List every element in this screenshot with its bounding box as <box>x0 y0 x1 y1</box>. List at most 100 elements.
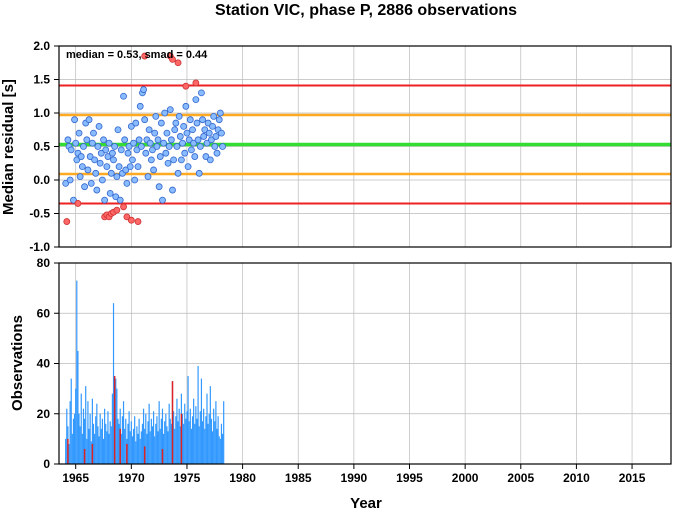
residual-point <box>184 163 192 171</box>
observation-bar <box>108 433 110 464</box>
observation-bar <box>208 413 210 464</box>
residual-point <box>175 112 183 120</box>
outlier-observation-bar <box>161 448 164 464</box>
x-tick-label: 2005 <box>507 471 534 485</box>
residual-point <box>133 146 141 154</box>
residual-annotation: median = 0.53, smad = 0.44 <box>66 49 208 61</box>
observation-bar <box>129 431 131 464</box>
residual-point <box>171 126 179 134</box>
residual-point <box>101 196 109 204</box>
outlier-observation-bar <box>91 443 94 464</box>
observation-bar <box>139 438 141 464</box>
outlier-point <box>141 52 149 60</box>
residual-point <box>167 136 175 144</box>
observation-bar <box>223 401 225 464</box>
observation-bar <box>105 423 107 464</box>
observation-bar <box>158 401 160 464</box>
observation-bar <box>221 433 224 464</box>
residual-point <box>121 136 129 144</box>
observation-bar <box>157 431 159 464</box>
residual-y-tick-label: 2.0 <box>33 39 50 53</box>
residual-point <box>211 143 219 150</box>
outlier-point <box>169 56 176 63</box>
residual-point <box>150 166 157 174</box>
observation-bar <box>69 401 71 464</box>
residual-point <box>70 196 77 204</box>
residual-point <box>131 176 139 184</box>
residual-point <box>103 163 111 171</box>
residual-point <box>203 139 211 147</box>
residual-y-tick-label: -1.0 <box>29 240 50 254</box>
observation-bar <box>115 378 117 464</box>
observation-bars <box>65 280 225 464</box>
residual-point <box>163 129 171 137</box>
x-tick-label: 1970 <box>118 471 145 485</box>
residual-point <box>176 133 184 140</box>
x-tick-label: 1995 <box>396 471 423 485</box>
observation-panel: 0 20 40 60 80 1965 1970 1975 1980 1985 1990 1995 20… <box>9 256 672 512</box>
outlier-point <box>74 200 82 207</box>
residual-point <box>116 196 124 204</box>
observation-y-axis-label: Observations <box>9 315 26 411</box>
observation-bar <box>150 418 152 464</box>
observation-bar <box>86 438 88 464</box>
residual-point <box>77 153 85 160</box>
residual-point <box>88 139 96 147</box>
residual-point <box>142 149 150 157</box>
residual-point <box>102 146 110 154</box>
residual-point <box>147 156 155 164</box>
observation-bar <box>87 401 89 464</box>
observation-bar <box>151 426 154 464</box>
observation-bar <box>90 441 92 464</box>
observation-bar <box>156 416 158 464</box>
residual-point <box>152 112 160 120</box>
residual-point <box>205 129 213 137</box>
observation-bar <box>148 403 150 464</box>
observation-bar <box>145 413 147 464</box>
observation-bar <box>195 406 197 464</box>
residual-point <box>194 136 202 144</box>
residual-point <box>174 169 182 177</box>
residual-point <box>135 136 143 144</box>
outlier-observation-bar <box>180 413 183 464</box>
residual-point <box>127 123 135 130</box>
residual-point <box>93 186 101 194</box>
observation-bar <box>175 416 177 464</box>
residual-point <box>86 153 94 160</box>
residual-point <box>154 136 162 144</box>
residual-point <box>81 183 88 191</box>
residual-point <box>90 129 97 137</box>
residual-point <box>196 143 204 150</box>
observation-bar <box>199 411 201 464</box>
observation-bar <box>94 433 96 464</box>
observation-bar <box>196 418 198 464</box>
residual-point <box>191 153 199 160</box>
residual-point <box>114 126 122 134</box>
residual-point <box>185 136 193 144</box>
observation-bar <box>167 431 169 464</box>
observation-bar <box>152 411 155 464</box>
observation-bar <box>184 403 186 464</box>
observation-bar <box>206 393 208 464</box>
residual-point <box>80 143 87 150</box>
outlier-observation-bar <box>83 448 86 464</box>
observation-bar <box>134 416 136 464</box>
residual-point <box>115 163 123 171</box>
residual-point <box>106 189 114 197</box>
residual-point <box>84 166 92 174</box>
observation-bar <box>164 421 166 464</box>
residual-y-tick-label: 1.0 <box>33 106 50 120</box>
residual-point <box>120 92 127 100</box>
x-tick-label: 2015 <box>619 471 646 485</box>
observation-bar <box>117 418 119 464</box>
residual-point <box>219 143 226 150</box>
observation-y-tick-label: 20 <box>37 407 51 421</box>
residual-points <box>62 52 226 225</box>
observation-bar <box>120 433 122 464</box>
residual-y-tick-label: 1.5 <box>33 73 50 87</box>
residual-point <box>199 116 206 124</box>
residual-point <box>189 126 196 134</box>
residual-point <box>181 149 189 157</box>
residual-point <box>72 139 80 147</box>
